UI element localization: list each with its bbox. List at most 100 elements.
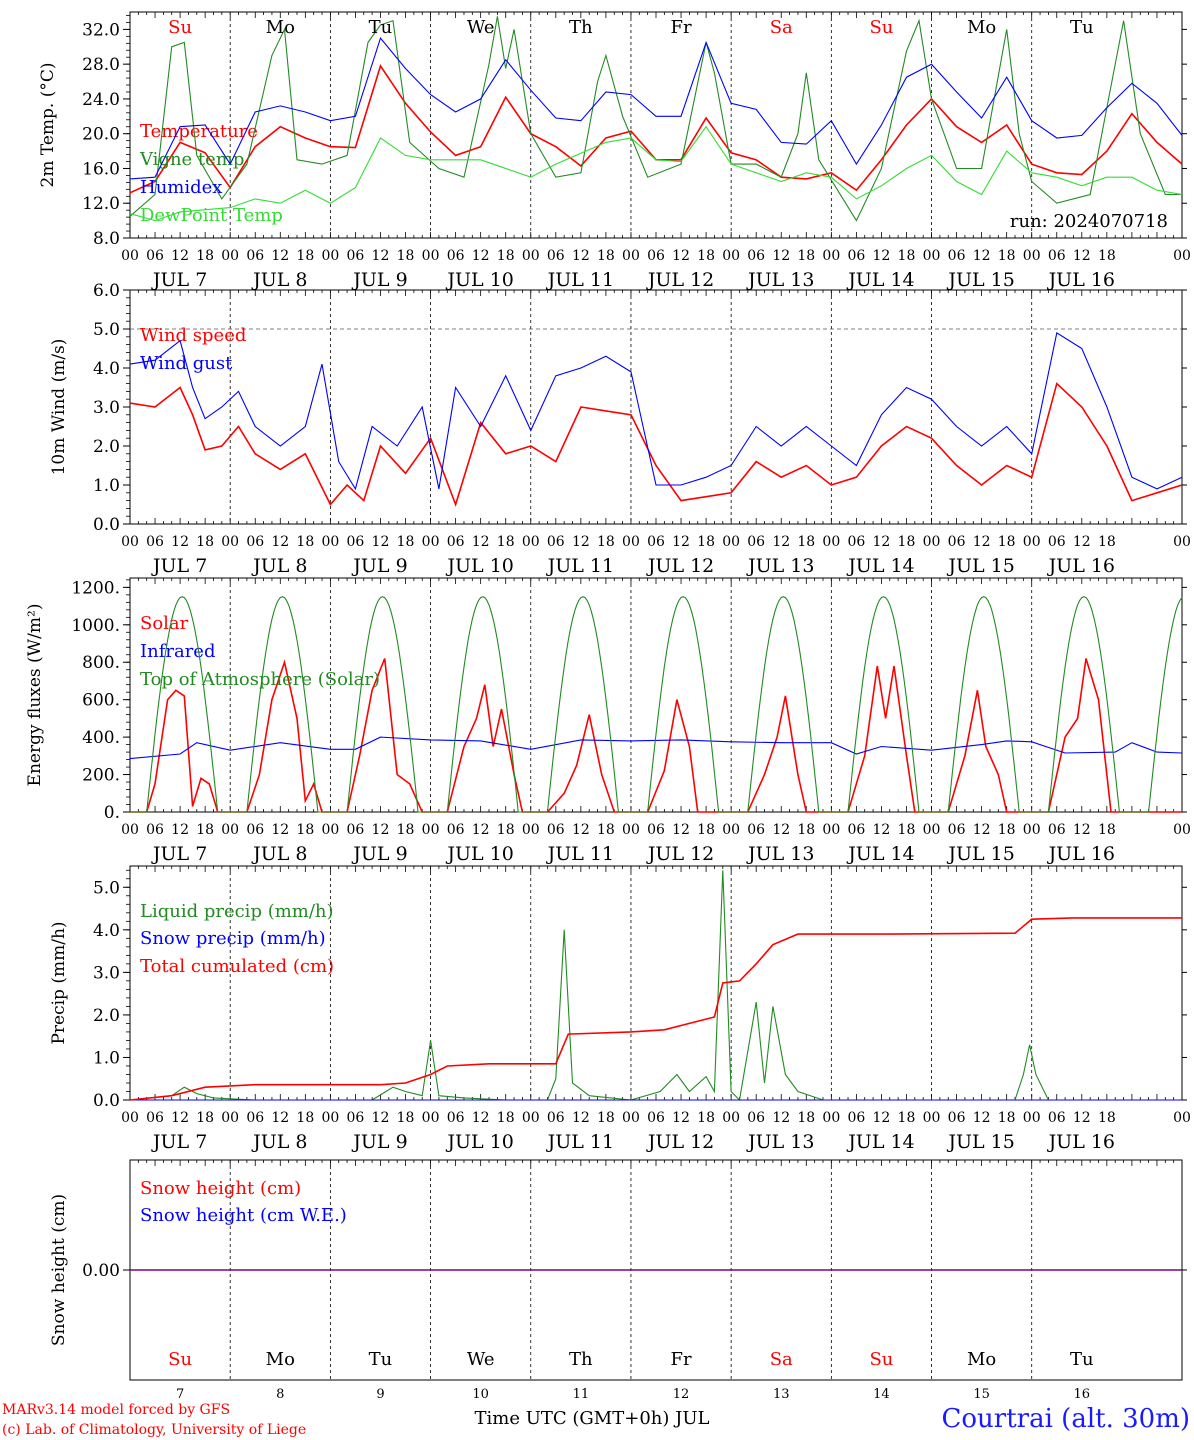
hour-tick-label: 00 bbox=[622, 822, 640, 838]
day-label: JUL 15 bbox=[946, 1131, 1014, 1153]
hour-tick-label: 00 bbox=[822, 822, 840, 838]
hour-tick-label: 12 bbox=[772, 822, 790, 838]
day-label: JUL 9 bbox=[351, 1131, 407, 1153]
day-label: JUL 11 bbox=[546, 843, 614, 865]
hour-tick-label: 00 bbox=[1023, 822, 1041, 838]
hour-tick-label: 00 bbox=[321, 822, 339, 838]
hour-tick-label: 12 bbox=[1073, 1110, 1091, 1126]
hour-tick-label: 18 bbox=[1098, 248, 1116, 264]
y-tick-label: 24.0 bbox=[82, 90, 120, 110]
hour-tick-label: 18 bbox=[397, 534, 415, 550]
hour-tick-label: 00 bbox=[1173, 534, 1191, 550]
hour-tick-label: 18 bbox=[797, 248, 815, 264]
plot-frame bbox=[129, 289, 1183, 525]
y-tick-label: 200. bbox=[82, 766, 120, 786]
hour-tick-label: 12 bbox=[171, 248, 189, 264]
hour-tick-label: 00 bbox=[1173, 248, 1191, 264]
hour-tick-label: 06 bbox=[146, 248, 164, 264]
hour-tick-label: 12 bbox=[873, 822, 891, 838]
day-label: JUL 16 bbox=[1047, 269, 1115, 291]
day-label: JUL 16 bbox=[1047, 843, 1115, 865]
day-abbr: Sa bbox=[770, 17, 793, 38]
hour-tick-label: 18 bbox=[697, 534, 715, 550]
day-abbr: Fr bbox=[671, 1349, 692, 1370]
hour-tick-label: 06 bbox=[747, 248, 765, 264]
day-label: JUL 11 bbox=[546, 1131, 614, 1153]
y-tick-label: 800. bbox=[82, 653, 120, 673]
day-abbr: Sa bbox=[770, 1349, 793, 1370]
day-abbr: Su bbox=[869, 1349, 893, 1370]
hour-tick-label: 00 bbox=[422, 248, 440, 264]
run-label: run: 2024070718 bbox=[1010, 211, 1168, 232]
y-tick-label: 20.0 bbox=[82, 125, 120, 145]
day-abbr: Tu bbox=[1070, 17, 1094, 38]
hour-tick-label: 12 bbox=[372, 248, 390, 264]
day-label: JUL 14 bbox=[846, 1131, 914, 1153]
hour-tick-label: 00 bbox=[622, 1110, 640, 1126]
day-label: JUL 11 bbox=[546, 555, 614, 577]
y-axis-label: Snow height (cm) bbox=[49, 1194, 69, 1346]
day-abbr: Mo bbox=[266, 1349, 295, 1370]
hour-tick-label: 06 bbox=[1048, 822, 1066, 838]
hour-tick-label: 00 bbox=[121, 534, 139, 550]
hour-tick-label: 06 bbox=[246, 534, 264, 550]
hour-tick-label: 06 bbox=[547, 822, 565, 838]
day-label: JUL 13 bbox=[746, 843, 814, 865]
hour-tick-label: 00 bbox=[923, 248, 941, 264]
day-label: JUL 15 bbox=[946, 843, 1014, 865]
hour-tick-label: 06 bbox=[747, 534, 765, 550]
day-label: JUL 7 bbox=[151, 1131, 207, 1153]
day-abbr: Th bbox=[569, 1349, 593, 1370]
hour-tick-label: 00 bbox=[121, 248, 139, 264]
hour-tick-label: 18 bbox=[797, 1110, 815, 1126]
hour-tick-label: 12 bbox=[472, 822, 490, 838]
hour-tick-label: 00 bbox=[522, 534, 540, 550]
hour-tick-label: 18 bbox=[597, 248, 615, 264]
series-total-cumulated-cm- bbox=[129, 917, 1182, 1101]
series-liquid-precip-mm-h- bbox=[129, 870, 1182, 1102]
panel-temp: 8.0 12.0 16.0 20.0 24.0 28.0 32.0 2m Temp. (°C)… bbox=[38, 11, 1191, 291]
hour-tick-label: 06 bbox=[948, 534, 966, 550]
day-label: JUL 13 bbox=[746, 555, 814, 577]
hour-tick-label: 00 bbox=[221, 248, 239, 264]
hour-tick-label: 06 bbox=[747, 822, 765, 838]
hour-tick-label: 06 bbox=[547, 534, 565, 550]
hour-tick-label: 00 bbox=[1023, 248, 1041, 264]
hour-tick-label: 18 bbox=[998, 1110, 1016, 1126]
panel-energy: 0. 200. 400. 600. 800. 1000. 1200. Energy fluxe… bbox=[25, 577, 1191, 865]
hour-tick-label: 00 bbox=[722, 248, 740, 264]
y-tick-label: 28.0 bbox=[82, 55, 120, 75]
day-label: JUL 14 bbox=[846, 555, 914, 577]
hour-tick-label: 00 bbox=[923, 822, 941, 838]
legend-entry: DewPoint Temp bbox=[140, 205, 283, 226]
hour-tick-label: 18 bbox=[497, 1110, 515, 1126]
hour-tick-label: 12 bbox=[772, 534, 790, 550]
hour-tick-label: 18 bbox=[497, 822, 515, 838]
y-tick-label: 8.0 bbox=[93, 229, 120, 249]
series-infrared bbox=[129, 736, 1183, 760]
hour-tick-label: 12 bbox=[171, 534, 189, 550]
hour-tick-label: 12 bbox=[772, 1110, 790, 1126]
hour-tick-label: 06 bbox=[647, 534, 665, 550]
hour-tick-label: 18 bbox=[296, 534, 314, 550]
series-top-of-atmosphere-solar- bbox=[130, 596, 1183, 813]
day-abbr: Mo bbox=[967, 1349, 996, 1370]
hour-tick-label: 12 bbox=[1073, 534, 1091, 550]
hour-tick-label: 12 bbox=[271, 248, 289, 264]
day-label: JUL 10 bbox=[445, 843, 513, 865]
hour-tick-label: 18 bbox=[497, 534, 515, 550]
hour-tick-label: 00 bbox=[822, 248, 840, 264]
day-number: 15 bbox=[973, 1387, 990, 1402]
y-tick-label: 400. bbox=[82, 728, 120, 748]
hour-tick-label: 18 bbox=[797, 534, 815, 550]
hour-tick-label: 12 bbox=[973, 534, 991, 550]
hour-tick-label: 12 bbox=[472, 248, 490, 264]
hour-tick-label: 12 bbox=[1073, 248, 1091, 264]
hour-tick-label: 00 bbox=[722, 822, 740, 838]
hour-tick-label: 06 bbox=[547, 1110, 565, 1126]
hour-tick-label: 00 bbox=[522, 822, 540, 838]
day-label: JUL 10 bbox=[445, 269, 513, 291]
hour-tick-label: 18 bbox=[898, 248, 916, 264]
hour-tick-label: 12 bbox=[271, 1110, 289, 1126]
hour-tick-label: 06 bbox=[647, 822, 665, 838]
